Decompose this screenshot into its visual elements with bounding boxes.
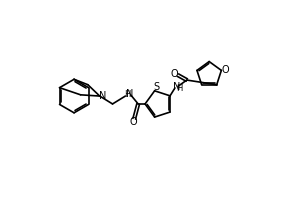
Text: H: H <box>124 90 131 99</box>
Text: N: N <box>126 89 133 99</box>
Text: O: O <box>171 69 178 79</box>
Text: H: H <box>176 84 182 93</box>
Text: O: O <box>129 117 137 127</box>
Text: S: S <box>153 82 159 92</box>
Text: O: O <box>221 65 229 75</box>
Text: N: N <box>173 82 180 92</box>
Text: N: N <box>99 91 107 101</box>
